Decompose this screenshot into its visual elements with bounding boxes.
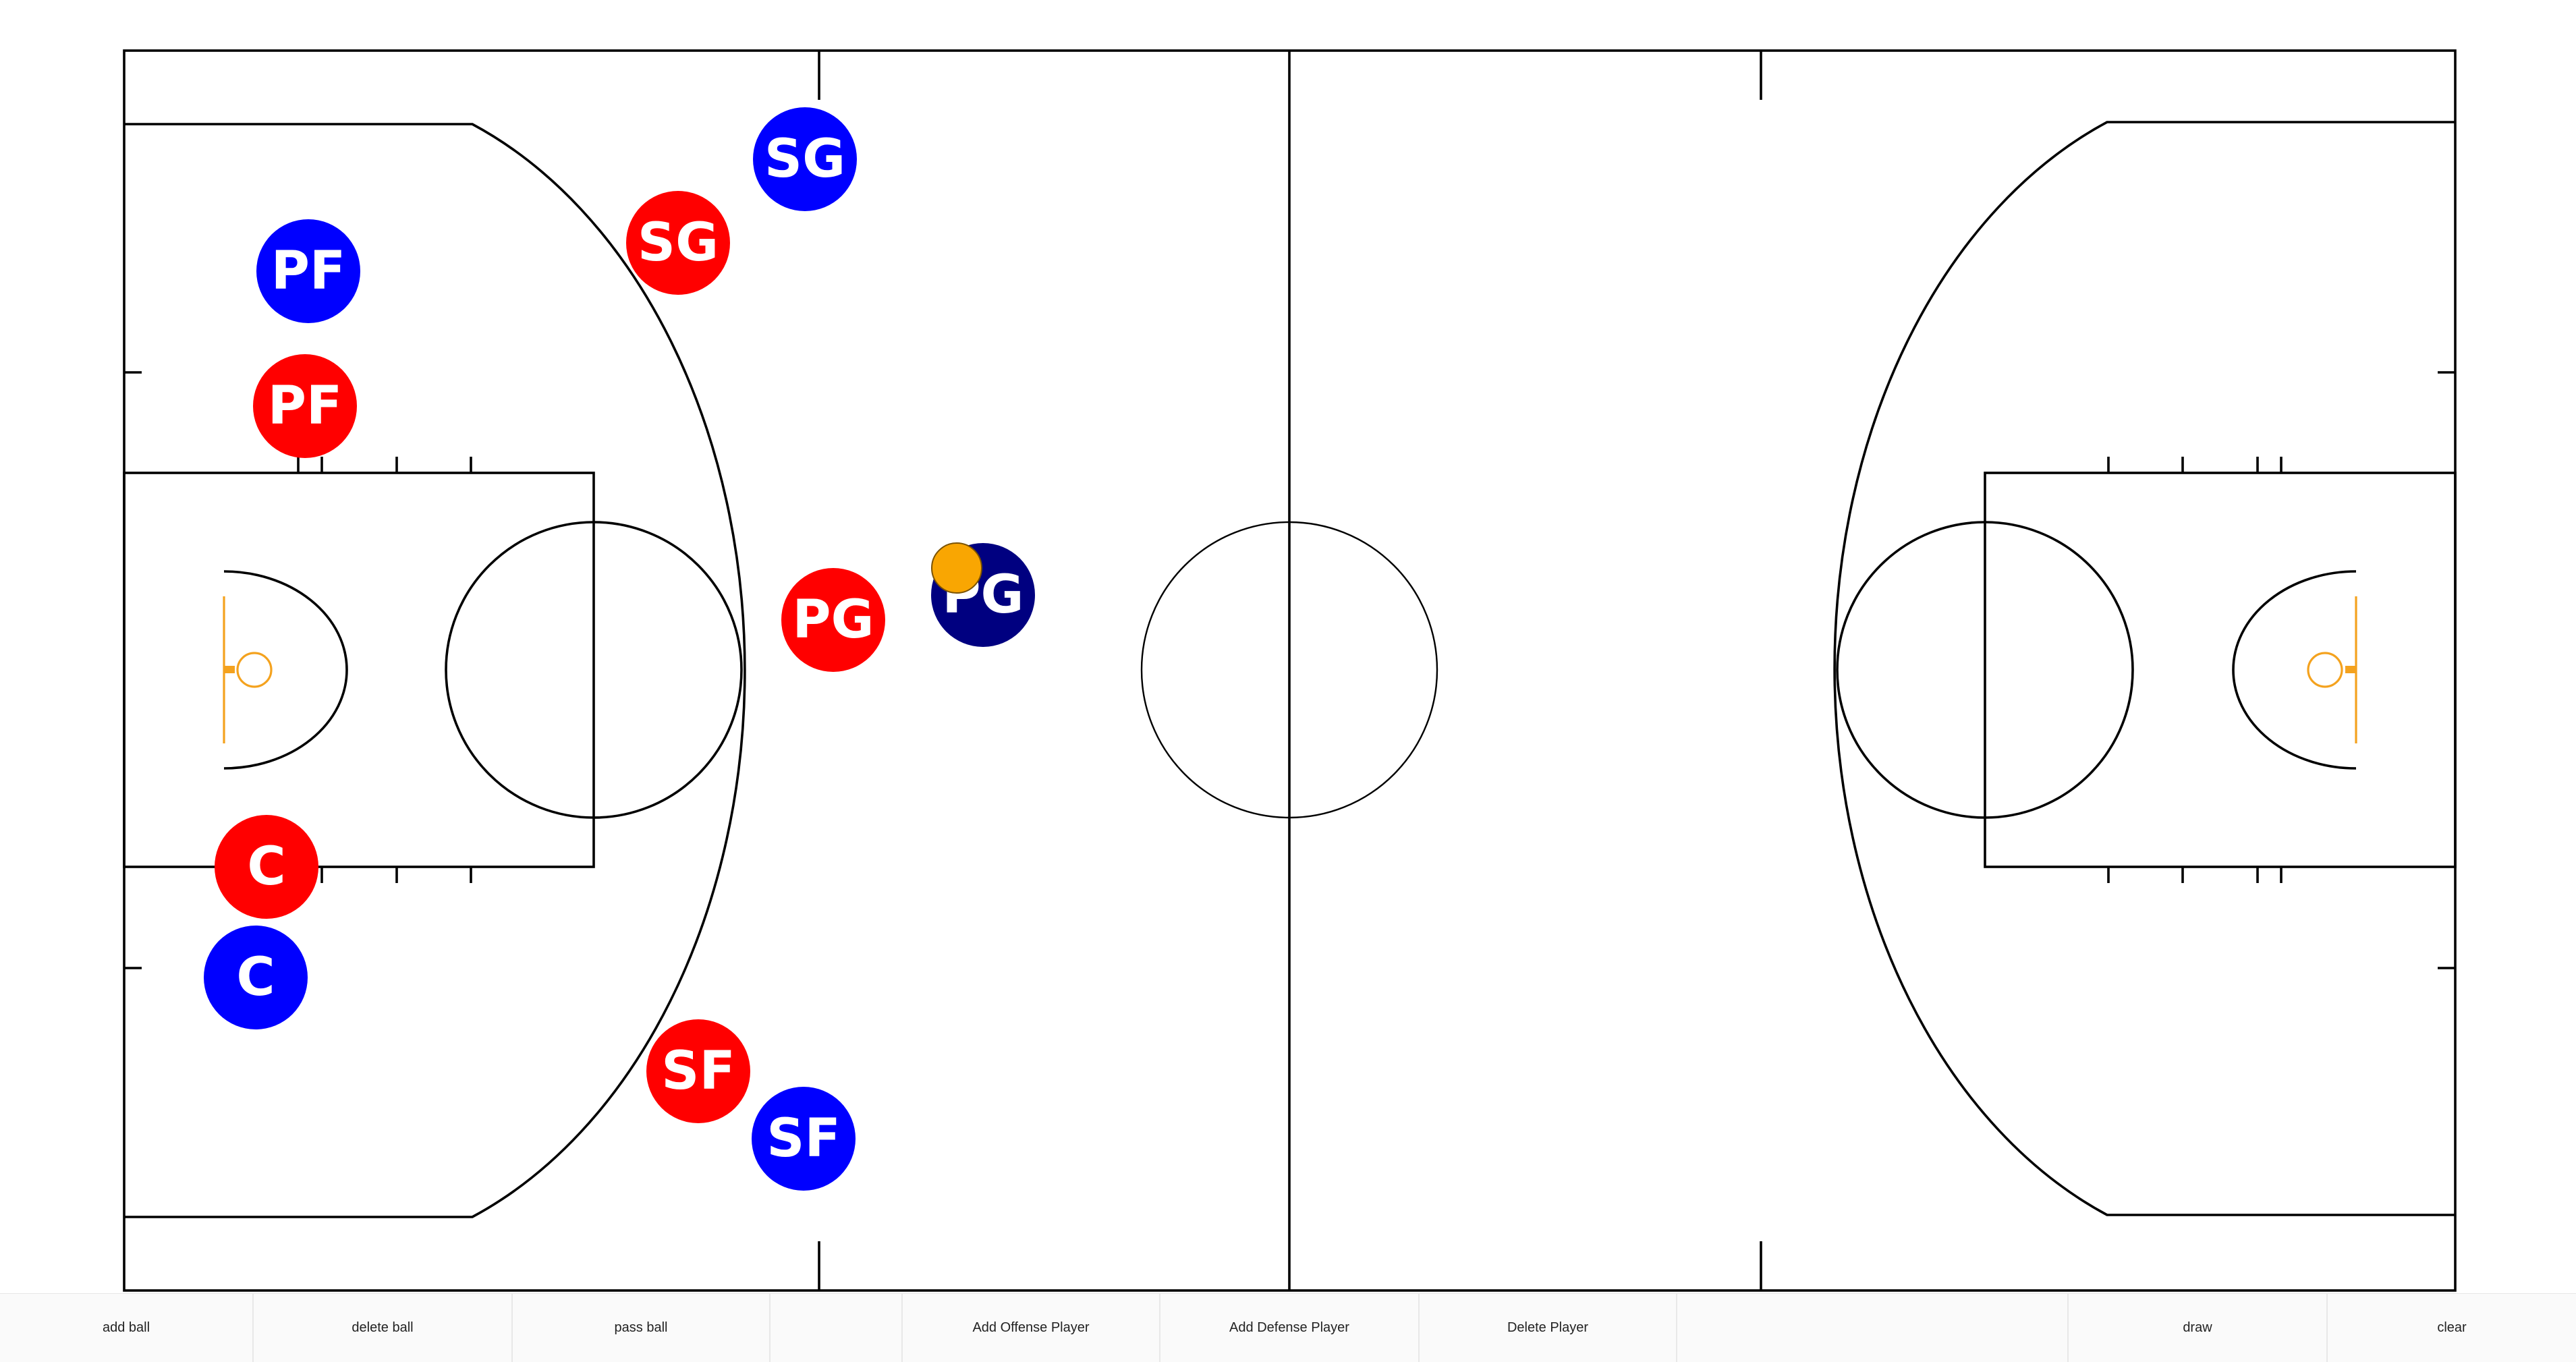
defense-player-c[interactable]: C [204, 926, 308, 1029]
right-free-throw-circle [1836, 521, 2134, 819]
right-key [1984, 472, 2457, 868]
toolbar-spacer [771, 1294, 903, 1362]
court-canvas[interactable]: SG SG PF PF PG PG C C SF SF [0, 0, 2576, 1293]
right-restricted-arc [2232, 570, 2357, 770]
offense-player-sf[interactable]: SF [646, 1019, 750, 1123]
left-key [123, 472, 595, 868]
clear-button[interactable]: clear [2328, 1294, 2576, 1362]
left-half-court [123, 51, 820, 1290]
add-defense-player-button[interactable]: Add Defense Player [1160, 1294, 1420, 1362]
right-hoop [2307, 652, 2343, 688]
right-half-court [1760, 51, 2457, 1290]
delete-ball-button[interactable]: delete ball [254, 1294, 513, 1362]
left-restricted-arc [223, 570, 348, 770]
center-circle [1140, 521, 1438, 819]
left-three-point-line [124, 123, 746, 1218]
offense-player-pf[interactable]: PF [253, 354, 357, 458]
add-ball-button[interactable]: add ball [0, 1294, 254, 1362]
toolbar: add ball delete ball pass ball Add Offen… [0, 1293, 2576, 1362]
delete-player-button[interactable]: Delete Player [1420, 1294, 1677, 1362]
defense-player-sg[interactable]: SG [753, 107, 857, 211]
basketball-icon[interactable] [931, 542, 982, 594]
offense-player-c[interactable]: C [215, 815, 318, 919]
add-offense-player-button[interactable]: Add Offense Player [903, 1294, 1160, 1362]
right-three-point-line [1833, 121, 2455, 1216]
left-hoop [236, 652, 273, 688]
pass-ball-button[interactable]: pass ball [513, 1294, 771, 1362]
offense-player-sg[interactable]: SG [626, 191, 730, 295]
offense-player-pg[interactable]: PG [781, 568, 885, 672]
defense-player-sf[interactable]: SF [752, 1087, 856, 1191]
defense-player-pf[interactable]: PF [256, 219, 360, 323]
left-free-throw-circle [445, 521, 743, 819]
basketball-court [123, 49, 2457, 1292]
draw-button[interactable]: draw [2069, 1294, 2328, 1362]
toolbar-spacer [1677, 1294, 2069, 1362]
